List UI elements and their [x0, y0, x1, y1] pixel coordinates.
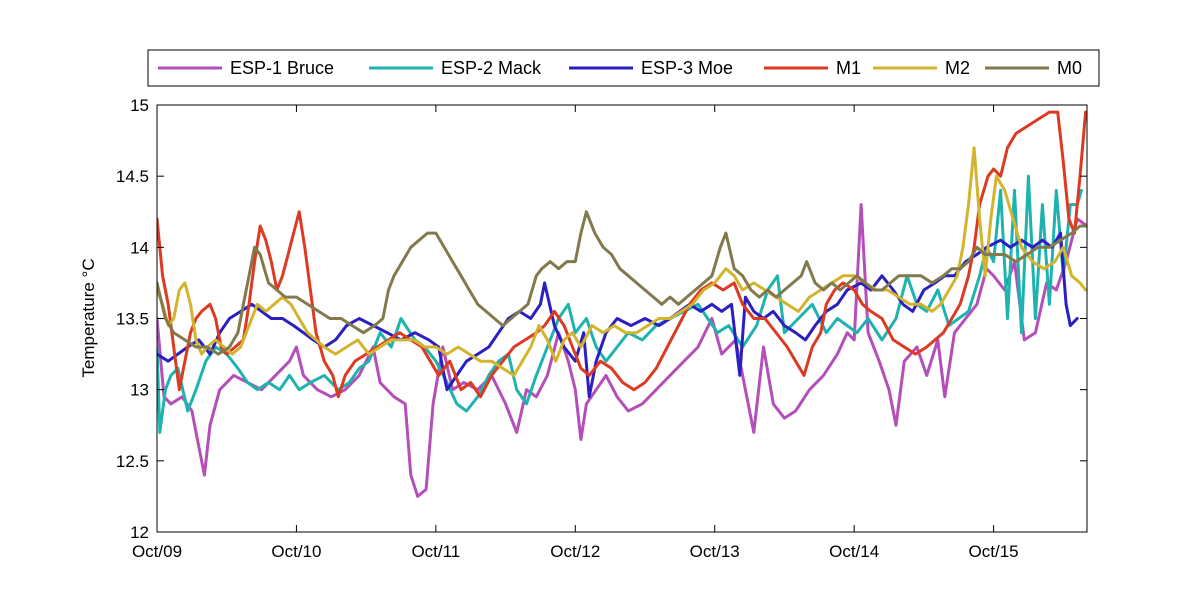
- legend-label: ESP-2 Mack: [441, 58, 542, 78]
- series-line-esp-1-bruce: [157, 203, 1087, 498]
- x-tick-label: Oct/13: [690, 542, 740, 561]
- x-tick-label: Oct/10: [271, 542, 321, 561]
- x-tick-label: Oct/11: [411, 542, 460, 561]
- series-line-esp-2-mack: [157, 174, 1083, 434]
- x-tick-label: Oct/14: [829, 542, 879, 561]
- series-layer: [157, 110, 1087, 498]
- x-tick-label: Oct/09: [132, 542, 182, 561]
- y-tick-label: 13.5: [116, 310, 149, 329]
- series-line-m1: [157, 110, 1087, 399]
- x-tick-label: Oct/15: [969, 542, 1019, 561]
- legend-label: ESP-3 Moe: [641, 58, 733, 78]
- y-tick-label: 15: [130, 96, 149, 115]
- legend-label: M1: [836, 58, 861, 78]
- series-line-m0: [157, 210, 1087, 356]
- y-tick-label: 12: [130, 523, 149, 542]
- y-tick-label: 14: [130, 238, 149, 257]
- series-line-m2: [157, 146, 1087, 377]
- legend: ESP-1 Bruce ESP-2 Mack ESP-3 Moe M1 M2 M0: [147, 49, 1100, 87]
- y-axis-label: Temperature °C: [79, 258, 98, 377]
- y-tick-label: 13: [130, 381, 149, 400]
- legend-label: M0: [1057, 58, 1082, 78]
- legend-label: M2: [945, 58, 970, 78]
- x-tick-label: Oct/12: [550, 542, 600, 561]
- y-axis: 12 12.5 13 13.5 14 14.5 15: [116, 96, 1087, 542]
- legend-label: ESP-1 Bruce: [230, 58, 334, 78]
- y-tick-label: 12.5: [116, 452, 149, 471]
- x-axis: Oct/09 Oct/10 Oct/11 Oct/12 Oct/13 Oct/14 Oct/…: [132, 105, 1019, 561]
- y-tick-label: 14.5: [116, 167, 149, 186]
